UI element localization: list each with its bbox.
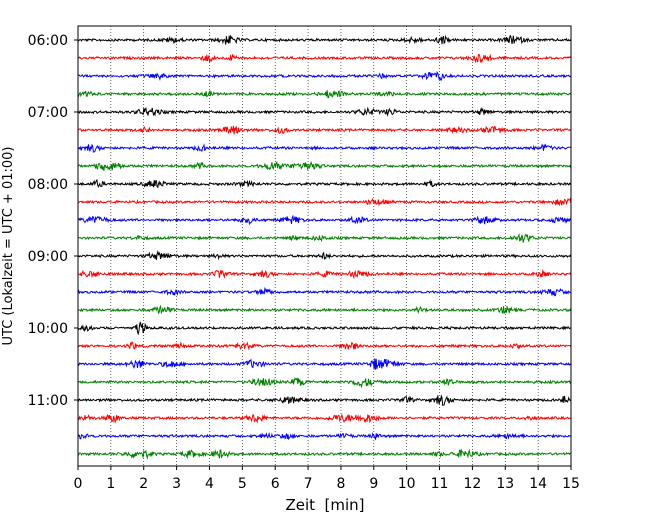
x-tick-label: 8	[336, 476, 345, 492]
x-tick-label: 7	[304, 476, 313, 492]
seismic-trace	[77, 269, 572, 280]
x-tick-label: 0	[74, 476, 83, 492]
seismic-trace	[77, 394, 572, 406]
x-tick-label: 11	[431, 476, 449, 492]
x-tick-label: 9	[369, 476, 378, 492]
x-tick-label: 10	[398, 476, 416, 492]
x-tick-label: 2	[139, 476, 148, 492]
seismic-trace	[77, 448, 571, 460]
seismic-trace	[77, 341, 572, 351]
y-tick-label: 10:00	[28, 321, 68, 337]
y-tick-label: 11:00	[28, 393, 68, 409]
seismic-trace	[77, 413, 572, 424]
x-tick-label: 5	[238, 476, 247, 492]
seismic-trace	[77, 321, 571, 336]
seismic-trace	[77, 160, 572, 171]
seismic-trace	[77, 358, 572, 370]
x-tick-label: 15	[562, 476, 580, 492]
seismic-trace	[77, 214, 572, 226]
y-tick-label: 07:00	[28, 105, 68, 121]
x-axis: 0 1 2 3 4 5 6 7 8 9 10 11 12 13 14 15	[74, 466, 580, 492]
seismic-trace	[77, 233, 571, 243]
seismic-trace	[77, 125, 572, 135]
seismic-trace	[77, 143, 571, 153]
seismic-trace	[77, 70, 572, 81]
seismic-trace	[77, 89, 572, 99]
seismic-trace	[77, 34, 572, 45]
seismic-trace	[77, 197, 572, 207]
y-axis-label: UTC (Lokalzeit = UTC + 01:00)	[1, 147, 16, 346]
x-tick-label: 13	[496, 476, 514, 492]
grid-lines	[110, 26, 539, 466]
seismic-trace	[77, 286, 572, 297]
seismic-trace	[77, 304, 572, 315]
x-tick-label: 14	[529, 476, 547, 492]
plot-area	[78, 26, 571, 466]
seismic-trace	[77, 53, 572, 64]
plot-frame	[77, 25, 572, 467]
x-tick-label: 6	[271, 476, 280, 492]
y-tick-label: 06:00	[28, 33, 68, 49]
seismic-trace	[77, 178, 572, 189]
x-tick-label: 3	[172, 476, 181, 492]
x-tick-label: 4	[205, 476, 214, 492]
trace-lines	[77, 34, 572, 460]
x-tick-label: 1	[106, 476, 115, 492]
y-tick-label: 09:00	[28, 249, 68, 265]
seismic-trace	[77, 250, 572, 261]
x-axis-label: Zeit [min]	[285, 496, 364, 514]
y-axis: 06:00 07:00 08:00 09:00 10:00 11:00	[28, 33, 78, 409]
seismic-trace	[77, 106, 572, 117]
y-tick-label: 08:00	[28, 177, 68, 193]
x-tick-label: 12	[463, 476, 481, 492]
seismic-trace	[77, 377, 572, 389]
seismic-trace	[77, 431, 571, 441]
